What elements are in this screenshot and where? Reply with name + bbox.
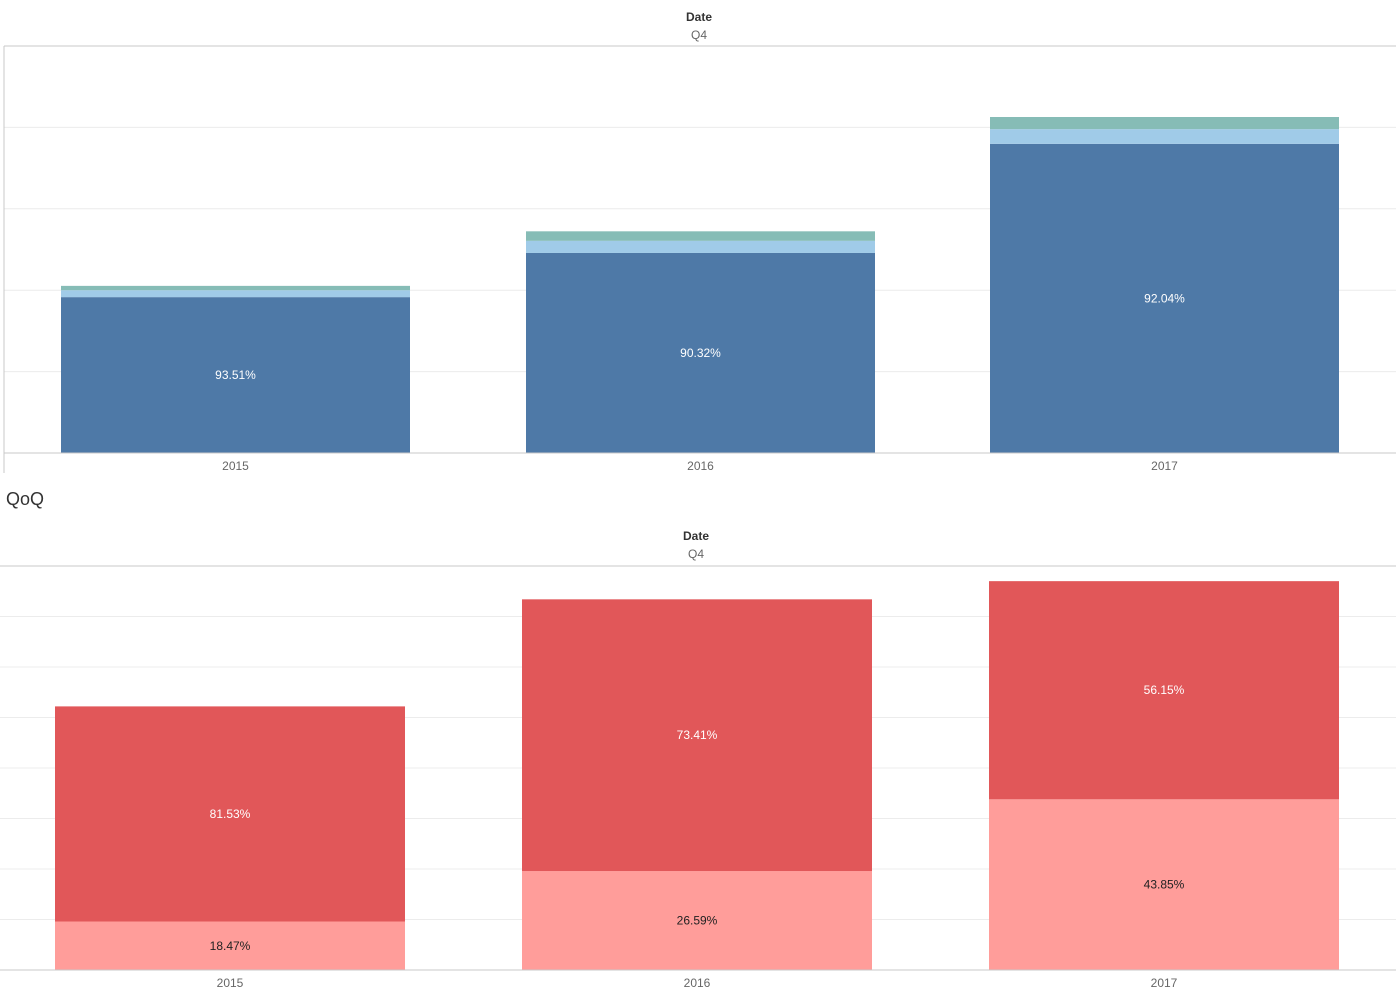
section-title: QoQ: [6, 489, 45, 509]
top-x-tick-label-2017: 2017: [1151, 459, 1178, 473]
bottom-data-label-2015-series-2: 81.53%: [210, 807, 251, 821]
top-column-header: Date Q4: [0, 10, 1398, 42]
bottom-data-label-2017-series-1: 43.85%: [1144, 878, 1185, 892]
bottom-x-tick-label-2017: 2017: [1151, 976, 1178, 990]
top-data-label-2016-series-1: 90.32%: [680, 346, 721, 360]
top-bar-2017-series-2: [990, 129, 1339, 144]
top-x-tick-label-2015: 2015: [222, 459, 249, 473]
bottom-bar-2017-series-1: [989, 799, 1339, 970]
bottom-bar-2015-series-2: [55, 706, 405, 922]
top-column-header-title: Date: [685, 10, 712, 24]
top-bar-2016-series-2: [526, 240, 875, 253]
bottom-stacked-bar-chart: 18.47% 81.53% 2015 26.59% 73.41% 2016 43.85% 56…: [0, 565, 1396, 990]
top-data-label-2017-series-1: 92.04%: [1144, 291, 1185, 305]
bottom-data-label-2016-series-2: 73.41%: [677, 728, 718, 742]
top-bar-2015-series-1: [61, 297, 410, 453]
bottom-column-header: Date Q4: [0, 529, 1392, 561]
bottom-column-header-title: Date: [682, 529, 709, 543]
top-bar-2016-series-1: [526, 252, 875, 453]
top-x-tick-label-2016: 2016: [687, 459, 714, 473]
top-bar-2015-series-3: [61, 285, 410, 291]
bottom-bar-2017-series-2: [989, 581, 1339, 800]
top-bar-2017-series-3: [990, 117, 1339, 130]
top-column-header-subtitle: Q4: [690, 28, 707, 42]
top-bar-2015-series-2: [61, 290, 410, 298]
bottom-data-label-2015-series-1: 18.47%: [210, 939, 251, 953]
bottom-data-label-2016-series-1: 26.59%: [677, 914, 718, 928]
bottom-bar-2015-series-1: [55, 921, 405, 970]
bottom-data-label-2017-series-2: 56.15%: [1144, 683, 1185, 697]
bottom-x-tick-label-2015: 2015: [217, 976, 244, 990]
bottom-column-header-subtitle: Q4: [687, 547, 704, 561]
bottom-bar-2016-series-2: [522, 599, 872, 872]
top-bar-2017-series-1: [990, 143, 1339, 453]
bottom-x-tick-label-2016: 2016: [684, 976, 711, 990]
top-bar-2016-series-3: [526, 231, 875, 241]
top-data-label-2015-series-1: 93.51%: [215, 368, 256, 382]
bottom-bar-2016-series-1: [522, 871, 872, 970]
top-stacked-bar-chart: 93.51% 2015 90.32% 2016 92.04% 2017: [3, 45, 1396, 473]
